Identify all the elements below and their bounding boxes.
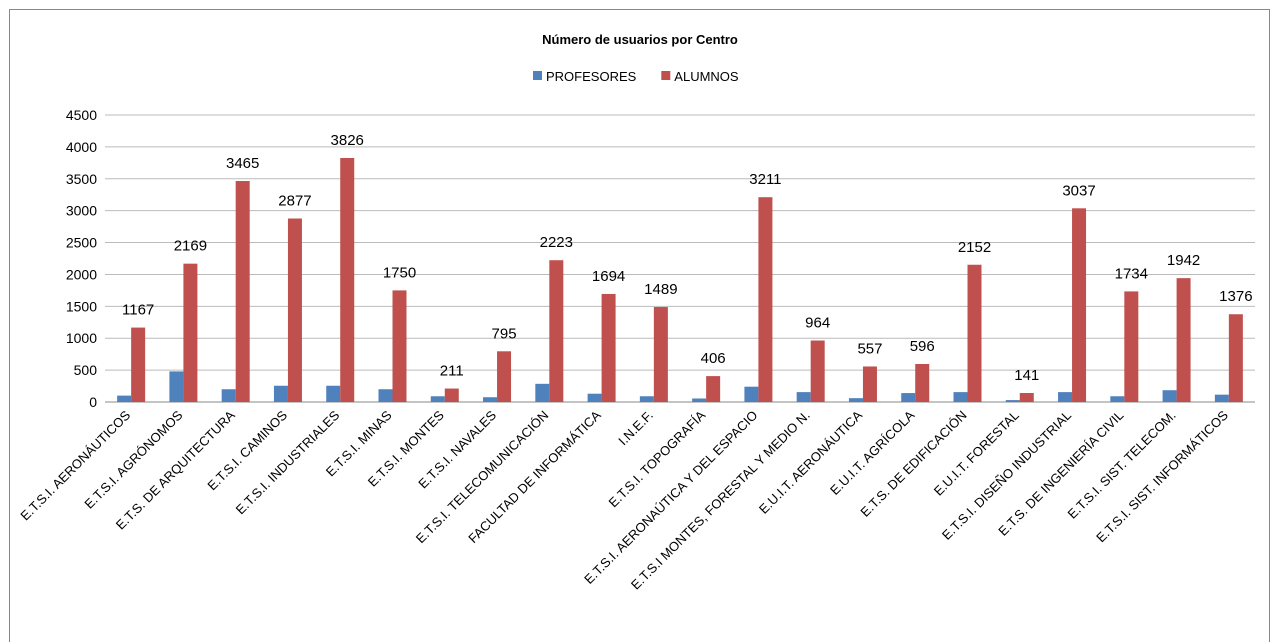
bar: [862, 366, 877, 402]
y-tick-label: 1000: [66, 330, 97, 346]
bar: [340, 157, 355, 402]
bar: [1176, 278, 1191, 402]
data-label: 3037: [1062, 182, 1095, 199]
bar: [131, 327, 146, 402]
bar: [326, 385, 341, 402]
bar: [953, 392, 968, 402]
data-label: 211: [440, 363, 464, 380]
legend-swatch: [661, 71, 671, 80]
bar: [535, 383, 550, 402]
bar: [744, 386, 759, 402]
bar: [183, 263, 198, 402]
y-tick-label: 2000: [66, 266, 97, 282]
y-tick-label: 3000: [66, 203, 97, 219]
bar: [967, 264, 982, 402]
chart-title: Número de usuarios por Centro: [542, 32, 738, 47]
bar: [758, 197, 773, 402]
data-label: 1376: [1219, 288, 1252, 305]
bar: [1162, 390, 1177, 402]
bar: [692, 398, 707, 402]
data-label: 1750: [383, 264, 416, 281]
bar: [549, 260, 564, 402]
data-label: 1167: [122, 302, 154, 319]
bar: [587, 393, 602, 402]
bar: [1228, 314, 1243, 402]
bar: [483, 397, 498, 402]
data-label: 2223: [540, 234, 573, 251]
data-label: 596: [910, 338, 935, 355]
bar: [235, 181, 250, 402]
data-label: 406: [701, 350, 726, 367]
y-tick-label: 500: [74, 362, 98, 378]
data-label: 2169: [174, 238, 207, 255]
bar: [639, 396, 654, 402]
bar: [796, 392, 811, 402]
bar: [117, 395, 132, 402]
data-label: 1942: [1167, 252, 1200, 269]
bar: [287, 218, 302, 402]
data-label: 1734: [1115, 265, 1148, 282]
legend-label: ALUMNOS: [674, 69, 739, 84]
data-label: 795: [492, 325, 517, 342]
bar: [810, 340, 825, 402]
bar: [430, 396, 445, 402]
bar: [653, 307, 668, 402]
y-tick-label: 0: [89, 394, 97, 410]
bar: [901, 393, 916, 402]
bar: [444, 388, 459, 402]
bar: [848, 398, 863, 402]
data-label: 3465: [226, 155, 259, 172]
bar: [273, 385, 288, 402]
bar: [169, 371, 184, 402]
bar: [1110, 396, 1125, 402]
data-label: 3211: [749, 171, 781, 188]
data-label: 1694: [592, 268, 625, 285]
y-tick-label: 1500: [66, 298, 97, 314]
data-label: 557: [857, 340, 882, 357]
data-label: 2152: [958, 239, 991, 256]
bar: [1124, 291, 1139, 402]
bar: [1058, 392, 1073, 402]
bar: [1005, 400, 1020, 402]
bar: [915, 363, 930, 402]
data-label: 141: [1014, 367, 1039, 384]
y-tick-label: 4500: [66, 107, 97, 123]
bar: [601, 293, 616, 402]
bar: [497, 351, 512, 402]
bar: [392, 290, 407, 402]
legend-swatch: [533, 71, 542, 80]
y-tick-label: 2500: [66, 235, 97, 251]
data-label: 964: [805, 315, 830, 332]
data-label: 2877: [278, 193, 311, 210]
bar: [1072, 208, 1087, 402]
bar: [221, 389, 236, 402]
y-tick-label: 3500: [66, 171, 97, 187]
bar: [1214, 394, 1229, 402]
data-label: 3826: [331, 132, 364, 149]
bar: [378, 389, 393, 402]
bar: [706, 376, 721, 402]
bar: [1019, 393, 1034, 402]
y-tick-label: 4000: [66, 139, 97, 155]
data-label: 1489: [644, 281, 677, 298]
legend-label: PROFESORES: [546, 69, 637, 84]
